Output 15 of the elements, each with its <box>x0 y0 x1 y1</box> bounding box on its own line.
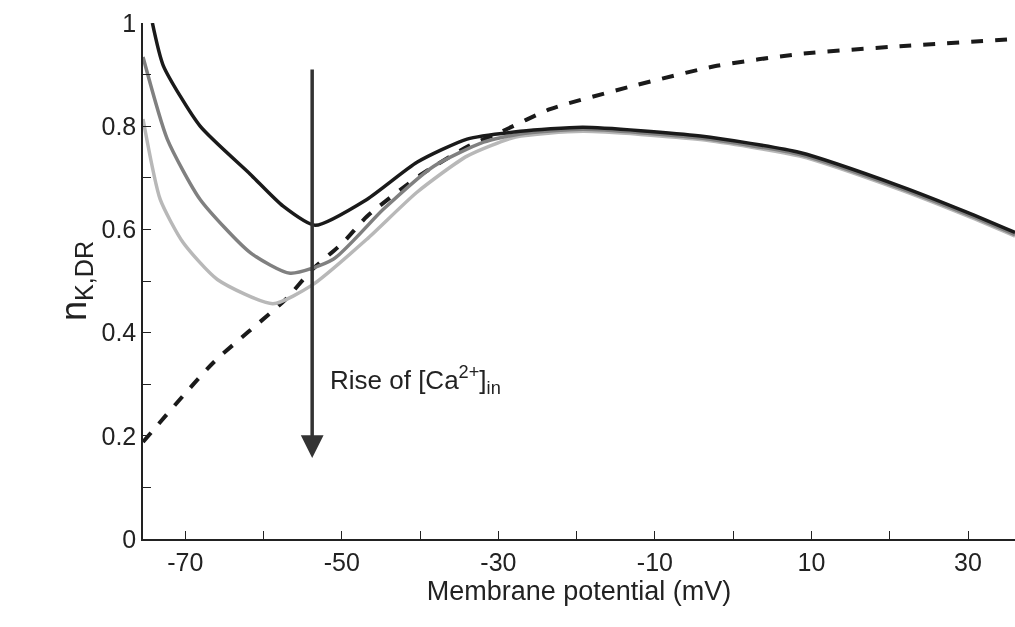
x-axis-title: Membrane potential (mV) <box>426 575 732 606</box>
y-tick-label: 0.6 <box>101 215 137 244</box>
y-tick-label: 0.8 <box>101 111 137 140</box>
x-tick-label: 10 <box>797 547 826 576</box>
y-tick-label: 0 <box>122 524 137 553</box>
y-tick-label: 0.4 <box>101 318 137 347</box>
x-tick-label: -30 <box>480 547 517 576</box>
x-tick-label: -50 <box>323 547 360 576</box>
x-tick-label: -70 <box>167 547 204 576</box>
x-tick-label: 30 <box>954 547 982 576</box>
line-series <box>143 55 1015 276</box>
y-tick-label: 0.2 <box>101 421 137 450</box>
x-tick-label: -10 <box>636 547 673 576</box>
annotation: Rise of [Ca$^{2+}$]$_{in}$ <box>330 362 501 399</box>
y-tick-label: 1 <box>122 8 137 37</box>
